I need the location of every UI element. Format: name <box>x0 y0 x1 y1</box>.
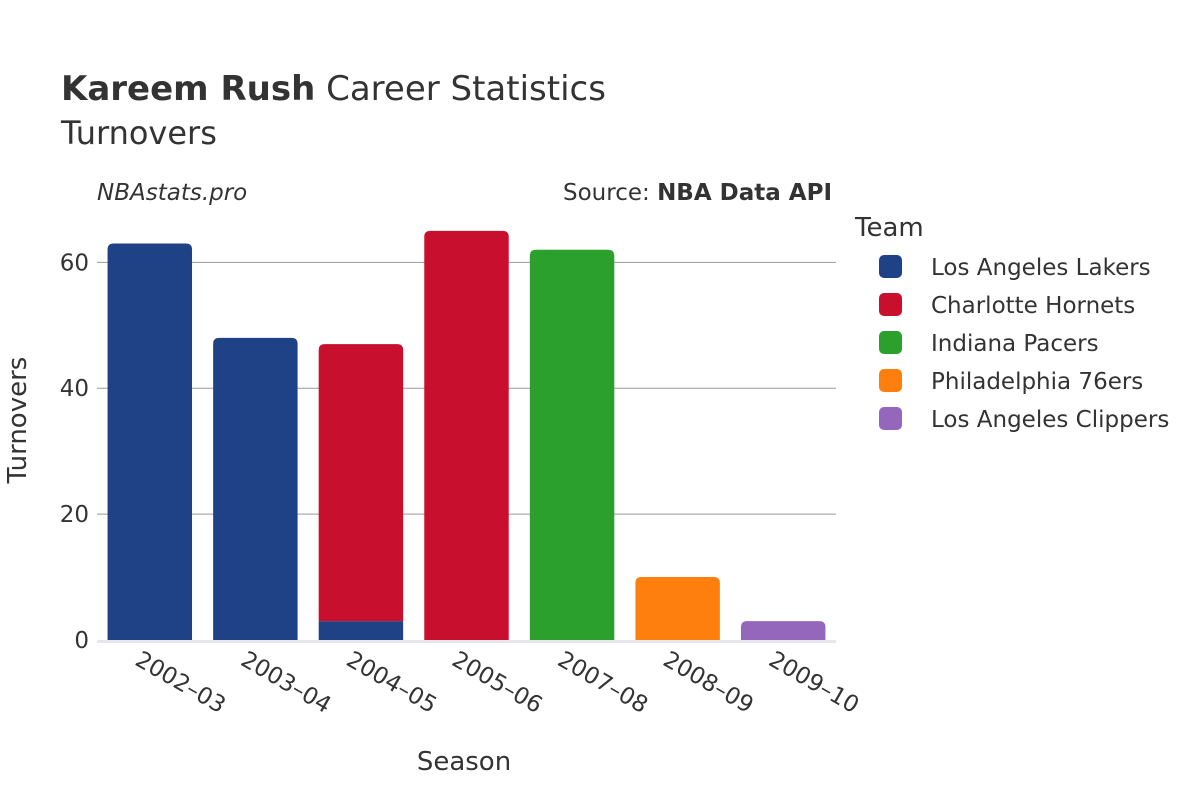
bar-los-angeles-lakers-2004-05 <box>318 621 404 640</box>
x-tick-label: 2007–08 <box>553 647 652 719</box>
x-axis-title: Season <box>417 747 511 777</box>
bar-los-angeles-clippers-2009-10 <box>740 621 826 640</box>
legend-swatch <box>879 369 902 392</box>
y-tick-label: 60 <box>60 250 89 276</box>
legend: Team Los Angeles Lakers Charlotte Hornets I… <box>854 213 1169 433</box>
x-tick-label: 2008–09 <box>659 647 758 719</box>
legend-label: Charlotte Hornets <box>931 293 1135 319</box>
y-tick-label: 0 <box>74 628 89 654</box>
y-axis-title: Turnovers <box>3 357 33 485</box>
y-tick-label: 20 <box>60 502 89 528</box>
legend-item[interactable]: Philadelphia 76ers <box>879 369 1143 395</box>
source-prefix: Source: <box>563 180 657 206</box>
legend-swatch <box>879 255 902 278</box>
legend-item[interactable]: Indiana Pacers <box>879 331 1099 357</box>
bar-philadelphia-76ers-2008-09 <box>635 577 720 640</box>
legend-swatch <box>879 407 902 430</box>
x-tick-label: 2002–03 <box>131 647 230 719</box>
chart-subtitle: Turnovers <box>60 114 217 152</box>
watermark: NBAstats.pro <box>97 180 247 206</box>
source-text: Source: NBA Data API <box>563 180 832 206</box>
bars <box>107 230 826 640</box>
legend-swatch <box>879 293 902 316</box>
legend-item[interactable]: Los Angeles Clippers <box>879 407 1169 433</box>
source-name: NBA Data API <box>657 180 832 206</box>
bar-charlotte-hornets-2005-06 <box>424 230 509 640</box>
chart-title-rest: Career Statistics <box>315 69 606 109</box>
bar-los-angeles-lakers-2002-03 <box>107 243 193 640</box>
header: Kareem Rush Career Statistics Turnovers … <box>60 69 832 206</box>
legend-title: Team <box>854 213 924 243</box>
legend-label: Indiana Pacers <box>931 331 1099 357</box>
bar-charlotte-hornets-2004-05 <box>318 344 404 622</box>
x-tick-label: 2005–06 <box>448 647 547 719</box>
legend-item[interactable]: Charlotte Hornets <box>879 293 1135 319</box>
bar-los-angeles-lakers-2003-04 <box>213 337 298 640</box>
bar-indiana-pacers-2007-08 <box>529 249 615 640</box>
x-tick-label: 2004–05 <box>342 647 441 719</box>
legend-label: Philadelphia 76ers <box>931 369 1143 395</box>
x-tick-label: 2009–10 <box>764 647 863 719</box>
x-tick-label: 2003–04 <box>236 647 335 719</box>
legend-swatch <box>879 331 902 354</box>
chart-title: Kareem Rush Career Statistics <box>61 69 606 109</box>
chart-title-bold: Kareem Rush <box>61 69 315 109</box>
y-tick-label: 40 <box>60 376 89 402</box>
legend-item[interactable]: Los Angeles Lakers <box>879 255 1151 281</box>
legend-label: Los Angeles Clippers <box>931 407 1169 433</box>
legend-label: Los Angeles Lakers <box>931 255 1151 281</box>
